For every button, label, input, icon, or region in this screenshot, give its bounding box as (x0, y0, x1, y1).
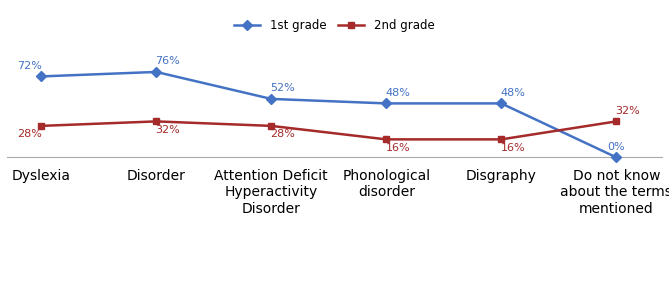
1st grade (382, 102, 390, 105)
Text: 72%: 72% (17, 61, 42, 71)
Text: 52%: 52% (270, 83, 295, 93)
Text: 28%: 28% (270, 129, 295, 139)
Text: 16%: 16% (385, 143, 410, 153)
Text: 32%: 32% (615, 106, 640, 116)
Line: 1st grade: 1st grade (37, 69, 619, 161)
2nd grade (612, 120, 620, 123)
2nd grade (37, 124, 45, 128)
Text: 76%: 76% (155, 56, 180, 66)
Legend: 1st grade, 2nd grade: 1st grade, 2nd grade (235, 19, 434, 32)
Text: 16%: 16% (500, 143, 525, 153)
1st grade (37, 75, 45, 78)
1st grade (267, 97, 275, 101)
2nd grade (382, 138, 390, 141)
Text: 28%: 28% (17, 129, 42, 139)
2nd grade (497, 138, 505, 141)
2nd grade (267, 124, 275, 128)
Line: 2nd grade: 2nd grade (37, 118, 619, 143)
Text: 0%: 0% (607, 142, 625, 152)
Text: 48%: 48% (500, 88, 525, 98)
1st grade (497, 102, 505, 105)
Text: 48%: 48% (385, 88, 410, 98)
1st grade (612, 156, 620, 159)
2nd grade (153, 120, 161, 123)
1st grade (153, 70, 161, 74)
Text: 32%: 32% (155, 125, 180, 135)
